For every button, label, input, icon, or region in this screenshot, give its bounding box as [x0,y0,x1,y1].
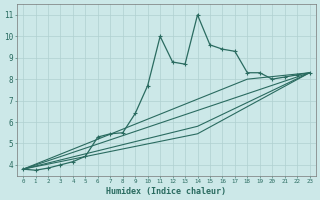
X-axis label: Humidex (Indice chaleur): Humidex (Indice chaleur) [106,187,226,196]
